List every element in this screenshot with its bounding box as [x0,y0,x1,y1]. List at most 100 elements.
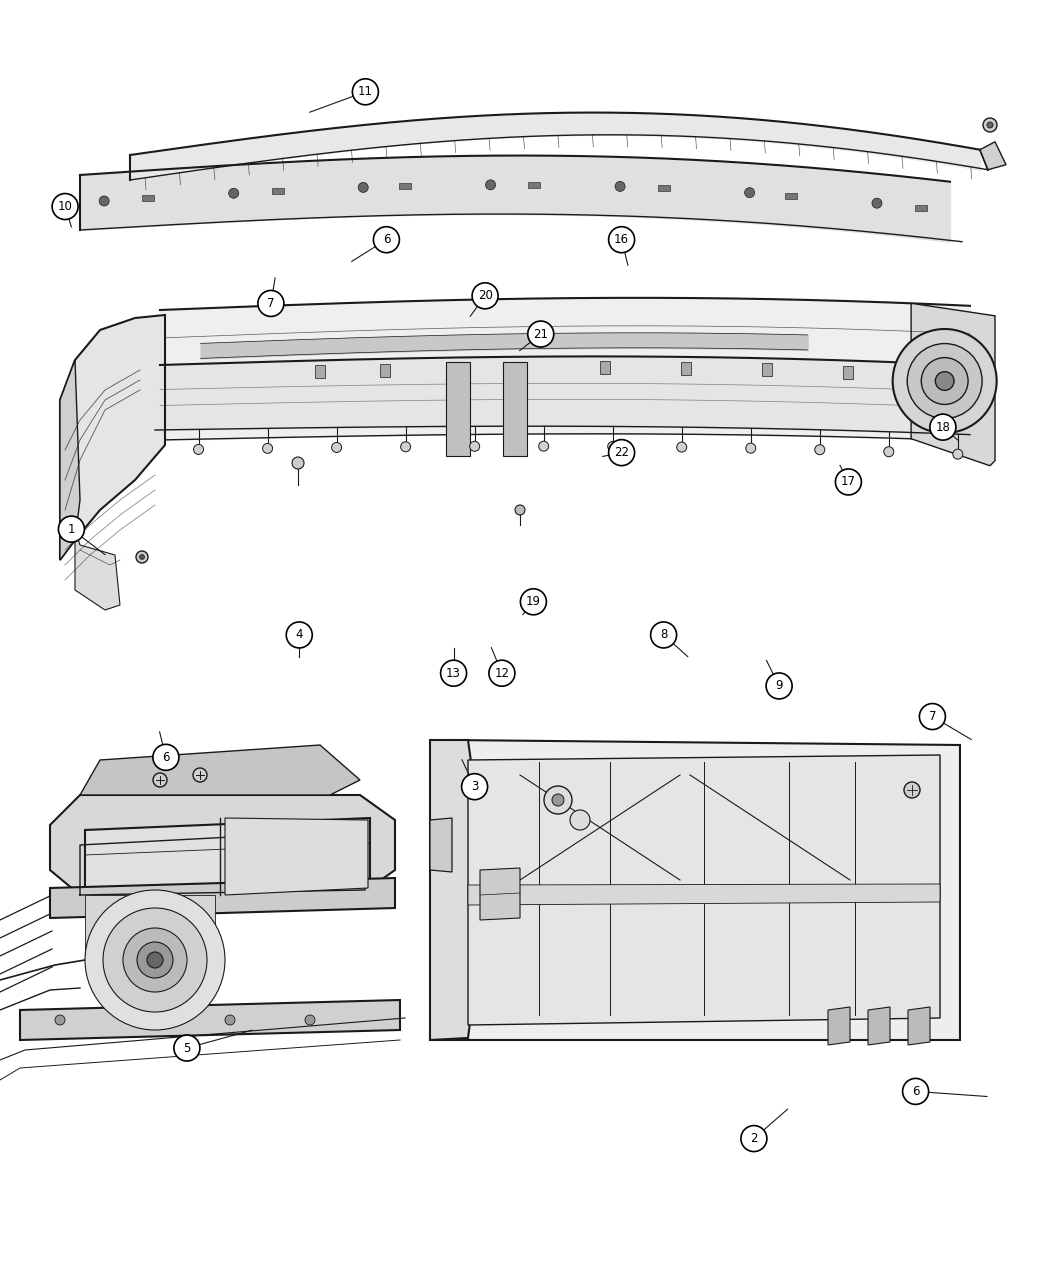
Polygon shape [480,868,520,921]
Circle shape [552,794,564,806]
Circle shape [193,445,204,454]
Polygon shape [430,740,960,1040]
Circle shape [401,441,411,451]
Polygon shape [446,362,470,456]
Text: 6: 6 [911,1085,920,1098]
Text: 17: 17 [841,476,856,488]
Circle shape [651,622,676,648]
Circle shape [258,291,284,316]
Circle shape [987,122,993,128]
Circle shape [304,1015,315,1025]
Circle shape [983,119,998,133]
Circle shape [570,810,590,830]
Circle shape [136,551,148,564]
Text: 6: 6 [162,751,170,764]
Circle shape [608,441,617,451]
Circle shape [489,660,514,686]
Text: 6: 6 [382,233,391,246]
Polygon shape [980,142,1006,170]
Polygon shape [50,878,395,918]
Circle shape [153,745,178,770]
Polygon shape [468,755,940,1025]
Circle shape [136,942,173,978]
Polygon shape [828,1007,851,1046]
Polygon shape [430,819,452,872]
Circle shape [615,181,625,191]
Circle shape [952,449,963,459]
Polygon shape [20,1000,400,1040]
Circle shape [539,441,549,451]
Text: 19: 19 [526,595,541,608]
Polygon shape [503,362,527,456]
Polygon shape [60,315,165,560]
Circle shape [744,187,755,198]
Circle shape [229,189,238,198]
Polygon shape [85,895,215,960]
Circle shape [485,180,496,190]
Circle shape [884,446,894,456]
Circle shape [287,622,312,648]
Circle shape [103,908,207,1012]
Text: 9: 9 [775,680,783,692]
Circle shape [741,1126,766,1151]
Circle shape [469,441,480,451]
Polygon shape [843,366,854,379]
Circle shape [52,194,78,219]
Text: 4: 4 [295,629,303,641]
Circle shape [815,445,824,455]
Circle shape [921,357,968,404]
Polygon shape [911,303,995,465]
Circle shape [140,1015,150,1025]
Circle shape [174,1035,200,1061]
Circle shape [472,283,498,309]
Polygon shape [658,185,670,191]
Circle shape [930,414,956,440]
Circle shape [904,782,920,798]
Circle shape [193,768,207,782]
Circle shape [147,952,163,968]
Polygon shape [785,193,797,199]
Circle shape [332,442,341,453]
Text: 3: 3 [470,780,479,793]
Circle shape [609,440,634,465]
Circle shape [892,329,996,434]
Circle shape [920,704,945,729]
Text: 1: 1 [67,523,76,536]
Polygon shape [315,366,326,379]
Circle shape [462,774,487,799]
Circle shape [544,785,572,813]
Circle shape [903,1079,928,1104]
Polygon shape [225,819,368,895]
Text: 7: 7 [928,710,937,723]
Circle shape [521,589,546,615]
Polygon shape [50,796,395,895]
Text: 5: 5 [183,1042,191,1054]
Polygon shape [430,740,488,1040]
Polygon shape [528,182,541,187]
Circle shape [872,198,882,208]
Circle shape [609,227,634,252]
Circle shape [358,182,369,193]
Circle shape [99,196,109,207]
Text: 21: 21 [533,328,548,340]
Text: 11: 11 [358,85,373,98]
Circle shape [153,773,167,787]
Polygon shape [75,530,120,609]
Circle shape [907,343,982,418]
Circle shape [514,505,525,515]
Polygon shape [60,360,80,560]
Polygon shape [272,187,284,194]
Text: 22: 22 [614,446,629,459]
Circle shape [140,555,145,560]
Polygon shape [142,195,154,201]
Polygon shape [80,745,360,796]
Circle shape [677,442,687,453]
Polygon shape [868,1007,890,1046]
Polygon shape [468,884,940,905]
Circle shape [766,673,792,699]
Text: 13: 13 [446,667,461,680]
Text: 8: 8 [659,629,668,641]
Polygon shape [915,205,927,210]
Polygon shape [380,363,391,377]
Circle shape [836,469,861,495]
